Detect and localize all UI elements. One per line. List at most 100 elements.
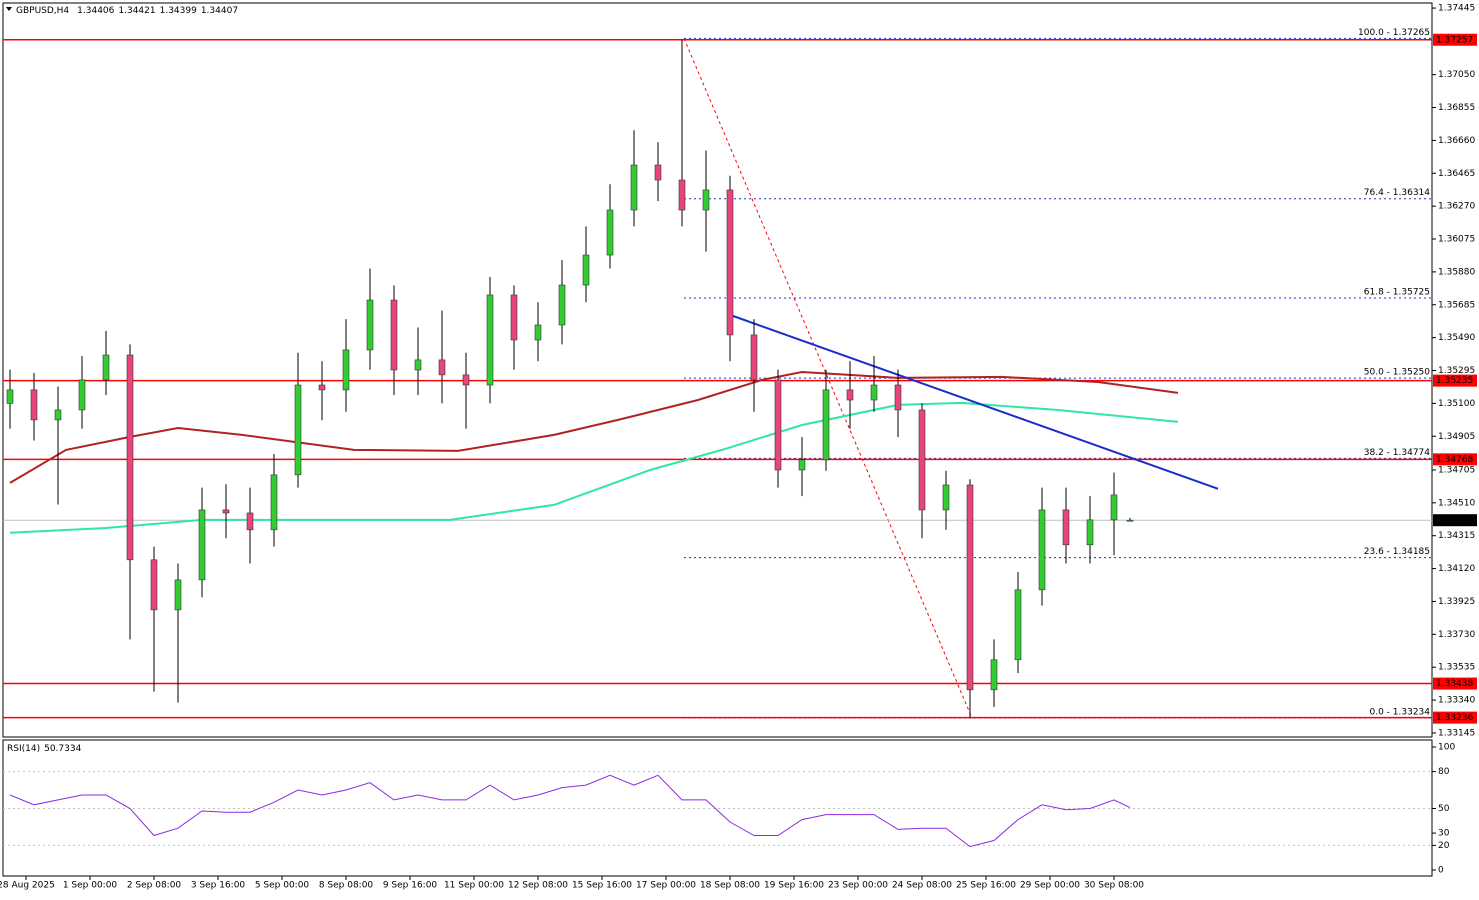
candle-body <box>534 324 542 341</box>
candle-body <box>654 164 662 181</box>
candle-body <box>1126 519 1134 522</box>
y-tick-label: 1.35880 <box>1438 267 1475 277</box>
fibo-label: 50.0 - 1.35250 <box>1364 368 1430 378</box>
candle-body <box>222 509 230 514</box>
candle-body <box>750 334 758 381</box>
fibo-label: 76.4 - 1.36314 <box>1364 188 1430 198</box>
header-close: 1.34407 <box>201 6 238 16</box>
candle-body <box>78 379 86 411</box>
candle-body <box>774 379 782 471</box>
level-label: 1.33236 <box>1436 713 1473 723</box>
y-tick-label: 1.36270 <box>1438 202 1475 212</box>
level-box <box>1433 711 1477 724</box>
chart-header: GBPUSD,H4 1.34406 1.34421 1.34399 1.34407 <box>16 6 238 16</box>
candle-body <box>846 389 854 401</box>
x-tick-label: 28 Aug 2025 <box>0 881 55 891</box>
candle-body <box>966 484 974 691</box>
x-tick-label: 2 Sep 08:00 <box>127 881 182 891</box>
y-tick-label: 1.33730 <box>1438 630 1475 640</box>
candle-body <box>270 474 278 531</box>
candle-body <box>414 359 422 371</box>
x-tick-label: 12 Sep 08:00 <box>508 881 568 891</box>
x-tick-label: 23 Sep 00:00 <box>828 881 888 891</box>
y-tick-label: 1.33925 <box>1438 597 1475 607</box>
y-tick-label: 1.35295 <box>1438 366 1475 376</box>
level-box <box>1433 453 1477 466</box>
candle-body <box>462 374 470 386</box>
candle-body <box>798 459 806 471</box>
candle-body <box>342 349 350 391</box>
candle-body <box>438 359 446 376</box>
x-tick-label: 1 Sep 00:00 <box>63 881 118 891</box>
candle-body <box>1062 509 1070 546</box>
y-tick-label: 1.36465 <box>1438 169 1475 179</box>
candle-body <box>102 354 110 381</box>
rsi-value: 50.7334 <box>44 744 81 754</box>
candle-body <box>486 294 494 386</box>
y-tick-label: 1.37050 <box>1438 70 1475 80</box>
level-label: 1.34768 <box>1436 455 1473 465</box>
rsi-tick-label: 80 <box>1438 767 1450 777</box>
candle-body <box>510 294 518 341</box>
fibo-label: 61.8 - 1.35725 <box>1364 288 1430 298</box>
x-tick-label: 8 Sep 08:00 <box>319 881 374 891</box>
y-tick-label: 1.33340 <box>1438 696 1475 706</box>
fibo-label: 23.6 - 1.34185 <box>1364 547 1430 557</box>
candle-body <box>606 209 614 256</box>
candle-body <box>366 299 374 351</box>
rsi-line <box>9 774 1131 848</box>
rsi-tick-label: 30 <box>1438 829 1450 839</box>
y-tick-label: 1.34120 <box>1438 564 1475 574</box>
price-box <box>1433 514 1477 527</box>
candle-body <box>582 254 590 286</box>
candle-body <box>1014 589 1022 661</box>
moving-average <box>9 370 1179 484</box>
candle-body <box>30 389 38 421</box>
y-tick-label: 1.37445 <box>1438 4 1475 14</box>
candle-body <box>318 384 326 391</box>
header-open: 1.34406 <box>77 6 114 16</box>
header-high: 1.34421 <box>118 6 155 16</box>
candle-body <box>702 189 710 211</box>
candle-body <box>246 512 254 531</box>
y-tick-label: 1.34905 <box>1438 432 1475 442</box>
level-box <box>1433 677 1477 690</box>
y-tick-label: 1.35685 <box>1438 300 1475 310</box>
candle-body <box>1110 494 1118 521</box>
symbol: GBPUSD,H4 <box>16 6 69 16</box>
x-tick-label: 5 Sep 00:00 <box>255 881 310 891</box>
x-tick-label: 30 Sep 08:00 <box>1084 881 1144 891</box>
y-tick-label: 1.36855 <box>1438 103 1475 113</box>
price-label: 1.34407 <box>1436 516 1473 526</box>
candle-body <box>6 389 14 404</box>
y-tick-label: 1.36075 <box>1438 235 1475 245</box>
x-tick-label: 15 Sep 16:00 <box>572 881 632 891</box>
y-tick-label: 1.35100 <box>1438 399 1475 409</box>
y-tick-label: 1.33145 <box>1438 728 1475 738</box>
rsi-title: RSI(14) <box>7 744 40 754</box>
candle-body <box>678 179 686 211</box>
candle-body <box>918 409 926 511</box>
candle-body <box>726 189 734 336</box>
candle-body <box>198 509 206 581</box>
candle-body <box>126 354 134 561</box>
x-tick-label: 11 Sep 00:00 <box>444 881 504 891</box>
candle-body <box>294 384 302 476</box>
rsi-header: RSI(14) 50.7334 <box>7 744 82 754</box>
rsi-tick-label: 100 <box>1438 743 1455 753</box>
candle-body <box>894 384 902 411</box>
x-tick-label: 3 Sep 16:00 <box>191 881 246 891</box>
candle-body <box>390 299 398 371</box>
candle-body <box>870 384 878 401</box>
candle-body <box>150 559 158 611</box>
candle-body <box>1038 509 1046 591</box>
y-tick-label: 1.34705 <box>1438 465 1475 475</box>
trendline <box>729 313 1219 490</box>
x-tick-label: 17 Sep 00:00 <box>636 881 696 891</box>
x-tick-label: 9 Sep 16:00 <box>383 881 438 891</box>
candle-body <box>558 284 566 326</box>
fibo-label: 38.2 - 1.34774 <box>1364 448 1430 458</box>
candle-body <box>822 389 830 461</box>
